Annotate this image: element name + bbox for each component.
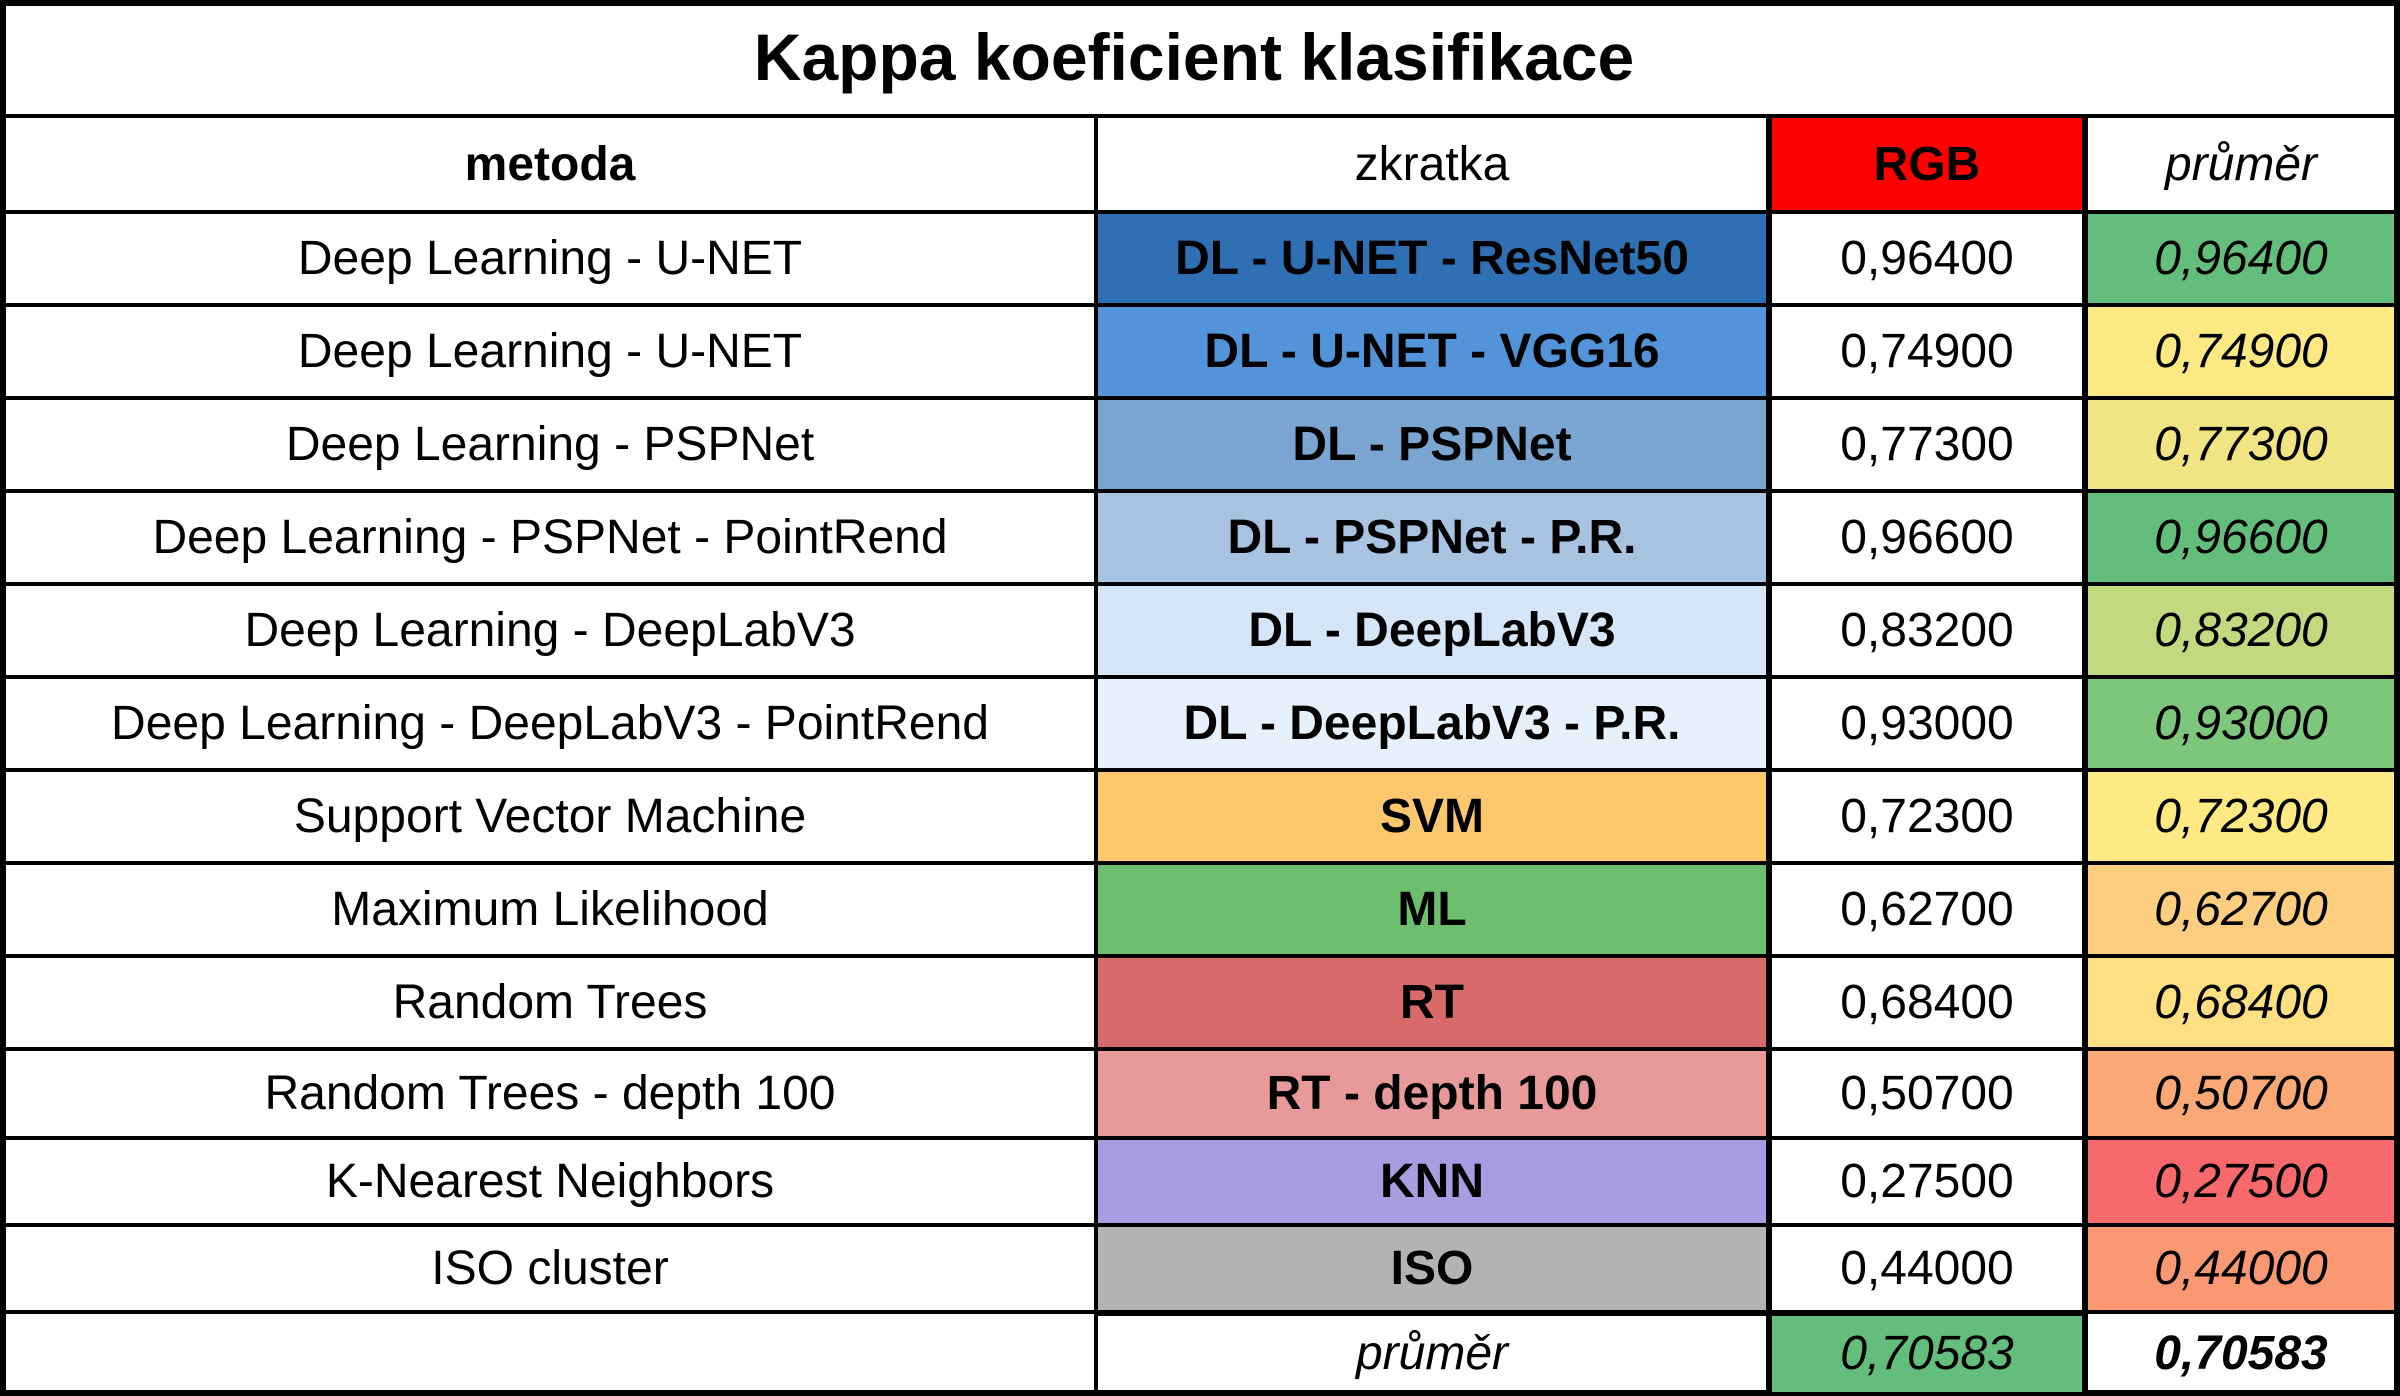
- cell-prumer: 0,68400: [2088, 958, 2394, 1051]
- cell-rgb: 0,72300: [1772, 772, 2088, 865]
- header-zkratka: zkratka: [1098, 118, 1772, 214]
- cell-rgb: 0,50700: [1772, 1051, 2088, 1140]
- cell-rgb: 0,77300: [1772, 400, 2088, 493]
- cell-metoda: Deep Learning - PSPNet: [6, 400, 1098, 493]
- footer-total-avg: 0,70583: [2154, 1326, 2328, 1380]
- cell-prumer: 0,50700: [2088, 1051, 2394, 1140]
- cell-prumer: 0,96400: [2088, 214, 2394, 307]
- footer-empty: [6, 1314, 1098, 1392]
- cell-rgb: 0,83200: [1772, 586, 2088, 679]
- cell-metoda: Deep Learning - U-NET: [6, 307, 1098, 400]
- cell-metoda: Deep Learning - DeepLabV3 - PointRend: [6, 679, 1098, 772]
- cell-prumer: 0,83200: [2088, 586, 2394, 679]
- cell-rgb: 0,68400: [1772, 958, 2088, 1051]
- cell-rgb: 0,96400: [1772, 214, 2088, 307]
- cell-rgb: 0,93000: [1772, 679, 2088, 772]
- cell-rgb: 0,44000: [1772, 1227, 2088, 1314]
- cell-metoda: K-Nearest Neighbors: [6, 1140, 1098, 1227]
- cell-zkratka: DL - U-NET - ResNet50: [1098, 214, 1772, 307]
- cell-zkratka: SVM: [1098, 772, 1772, 865]
- cell-zkratka: DL - PSPNet - P.R.: [1098, 493, 1772, 586]
- cell-zkratka: RT: [1098, 958, 1772, 1051]
- cell-prumer: 0,93000: [2088, 679, 2394, 772]
- cell-rgb: 0,96600: [1772, 493, 2088, 586]
- cell-zkratka: ISO: [1098, 1227, 1772, 1314]
- cell-metoda: Deep Learning - PSPNet - PointRend: [6, 493, 1098, 586]
- cell-rgb: 0,74900: [1772, 307, 2088, 400]
- cell-prumer: 0,74900: [2088, 307, 2394, 400]
- table-title: Kappa koeficient klasifikace: [753, 20, 1635, 94]
- footer-label: průměr: [1098, 1314, 1772, 1392]
- cell-zkratka: DL - PSPNet: [1098, 400, 1772, 493]
- cell-prumer: 0,62700: [2088, 865, 2394, 958]
- cell-metoda: Support Vector Machine: [6, 772, 1098, 865]
- cell-zkratka: DL - DeepLabV3 - P.R.: [1098, 679, 1772, 772]
- footer-rgb-avg: 0,70583: [1772, 1314, 2088, 1392]
- footer-divider: [1098, 1310, 2088, 1316]
- cell-rgb: 0,62700: [1772, 865, 2088, 958]
- cell-metoda: Random Trees: [6, 958, 1098, 1051]
- cell-rgb: 0,27500: [1772, 1140, 2088, 1227]
- cell-metoda: Maximum Likelihood: [6, 865, 1098, 958]
- cell-prumer: 0,72300: [2088, 772, 2394, 865]
- header-prumer: průměr: [2088, 118, 2394, 214]
- cell-zkratka: KNN: [1098, 1140, 1772, 1227]
- cell-prumer: 0,44000: [2088, 1227, 2394, 1314]
- cell-metoda: Deep Learning - U-NET: [6, 214, 1098, 307]
- cell-zkratka: ML: [1098, 865, 1772, 958]
- cell-metoda: Deep Learning - DeepLabV3: [6, 586, 1098, 679]
- cell-prumer: 0,77300: [2088, 400, 2394, 493]
- cell-metoda: ISO cluster: [6, 1227, 1098, 1314]
- cell-zkratka: RT - depth 100: [1098, 1051, 1772, 1140]
- header-rgb: RGB: [1772, 118, 2088, 214]
- cell-zkratka: DL - DeepLabV3: [1098, 586, 1772, 679]
- cell-prumer: 0,96600: [2088, 493, 2394, 586]
- cell-prumer: 0,27500: [2088, 1140, 2394, 1227]
- cell-metoda: Random Trees - depth 100: [6, 1051, 1098, 1140]
- title-divider: [0, 114, 2400, 118]
- header-metoda: metoda: [6, 118, 1098, 214]
- cell-zkratka: DL - U-NET - VGG16: [1098, 307, 1772, 400]
